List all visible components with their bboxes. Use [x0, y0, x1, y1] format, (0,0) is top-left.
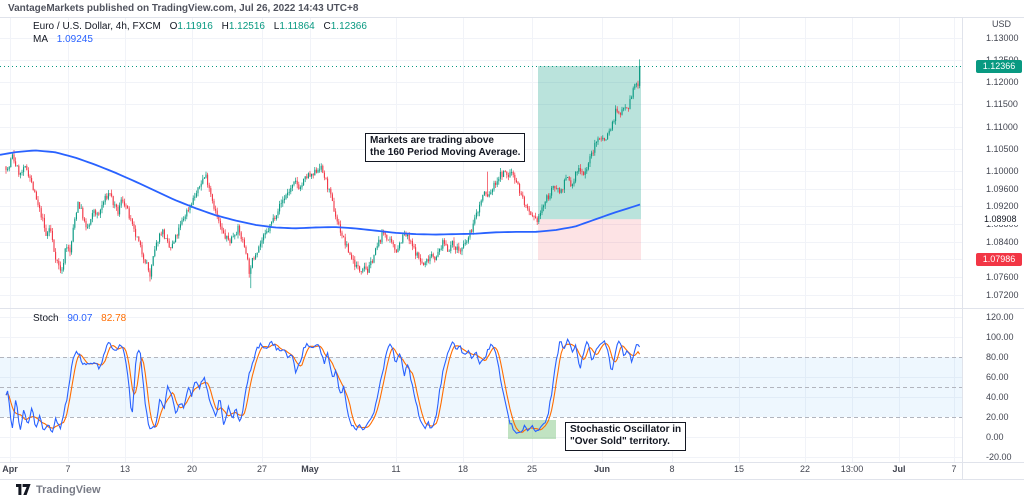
price-axis-label: 1.10000: [986, 165, 1019, 176]
stoch-axis-label: -20.00: [986, 452, 1012, 462]
price-axis-label: 1.09200: [986, 201, 1019, 212]
stoch-axis-label: 20.00: [986, 412, 1009, 422]
time-axis-label: 22: [799, 464, 811, 474]
price-axis-label: 1.09600: [986, 183, 1019, 194]
time-axis-label: 7: [951, 464, 957, 474]
time-axis-label: 8: [669, 464, 675, 474]
close-value: 1.12366: [330, 21, 367, 32]
price-axis-label: 1.08400: [986, 236, 1019, 247]
position-stop-price-badge: 1.07986: [976, 253, 1022, 266]
ma-label: MA: [33, 34, 48, 45]
chart-top-border: [0, 17, 1024, 18]
chart-bottom-border: [0, 479, 1024, 480]
high-label: H: [221, 21, 229, 32]
price-annotation-line1: Markets are trading above: [370, 135, 494, 146]
tradingview-logo[interactable]: TradingView: [16, 483, 101, 496]
price-axis-label: 1.12000: [986, 77, 1019, 88]
price-axis-label: 1.07600: [986, 272, 1019, 283]
low-label: L: [273, 21, 280, 32]
stoch-annotation-callout[interactable]: Stochastic Oscillator in "Over Sold" ter…: [565, 422, 687, 451]
symbol-title: Euro / U.S. Dollar, 4h, FXCM: [33, 21, 161, 32]
stoch-label: Stoch: [33, 313, 59, 324]
current-price-badge: 1.12366: [976, 60, 1022, 73]
tradingview-logo-text: TradingView: [36, 483, 101, 496]
low-value: 1.11864: [279, 21, 315, 32]
price-axis-label: 1.11500: [986, 99, 1018, 110]
price-annotation-callout[interactable]: Markets are trading above the 160 Period…: [365, 133, 526, 162]
time-axis-label: 13:00: [840, 464, 864, 474]
stoch-axis-label: 120.00: [986, 312, 1014, 322]
price-axis-border: [962, 17, 963, 479]
high-value: 1.12516: [228, 21, 265, 32]
time-axis-label: 13: [119, 464, 131, 474]
stoch-annotation-line1: Stochastic Oscillator in: [570, 424, 682, 435]
attribution-text: VantageMarkets published on TradingView.…: [8, 3, 359, 14]
tradingview-logo-icon: [16, 484, 31, 495]
time-axis-label: May: [301, 464, 319, 474]
position-entry-price-label: 1.08908: [984, 213, 1024, 225]
price-axis-label: 1.07200: [986, 289, 1019, 300]
time-axis-label: 7: [65, 464, 71, 474]
ma-value: 1.09245: [56, 34, 93, 45]
stoch-axis-label: 100.00: [986, 332, 1014, 342]
stoch-axis-label: 80.00: [986, 352, 1009, 362]
time-axis-label: 27: [256, 464, 268, 474]
time-axis-label: 11: [391, 464, 401, 474]
open-label: O: [169, 21, 178, 32]
time-axis-label: 15: [733, 464, 745, 474]
stoch-axis-label: 0.00: [986, 432, 1004, 442]
stoch-d-value: 82.78: [101, 313, 127, 324]
time-axis-border: [0, 462, 1024, 463]
time-axis-label: Jun: [593, 464, 611, 474]
stoch-axis-label: 40.00: [986, 392, 1009, 402]
price-axis-unit: USD: [992, 19, 1012, 29]
pane-separator[interactable]: [0, 308, 1024, 309]
price-annotation-line2: the 160 Period Moving Average.: [370, 147, 521, 158]
stoch-axis-label: 60.00: [986, 372, 1009, 382]
time-axis-label: 18: [457, 464, 469, 474]
time-axis-label: 20: [186, 464, 198, 474]
stoch-legend: Stoch 90.07 82.78: [33, 313, 126, 324]
stoch-k-value: 90.07: [67, 313, 93, 324]
price-axis-label: 1.13000: [986, 32, 1019, 43]
stoch-annotation-line2: "Over Sold" territory.: [570, 436, 670, 447]
ma-legend: MA 1.09245: [33, 34, 93, 45]
open-value: 1.11916: [177, 21, 213, 32]
time-axis-label: 25: [526, 464, 538, 474]
close-label: C: [323, 21, 331, 32]
time-axis-label: Jul: [892, 464, 906, 474]
time-axis-label: Apr: [2, 464, 18, 474]
price-axis-label: 1.10500: [986, 143, 1019, 154]
symbol-legend: Euro / U.S. Dollar, 4h, FXCM O1.11916 H1…: [33, 21, 367, 32]
price-axis-label: 1.11000: [986, 121, 1018, 132]
